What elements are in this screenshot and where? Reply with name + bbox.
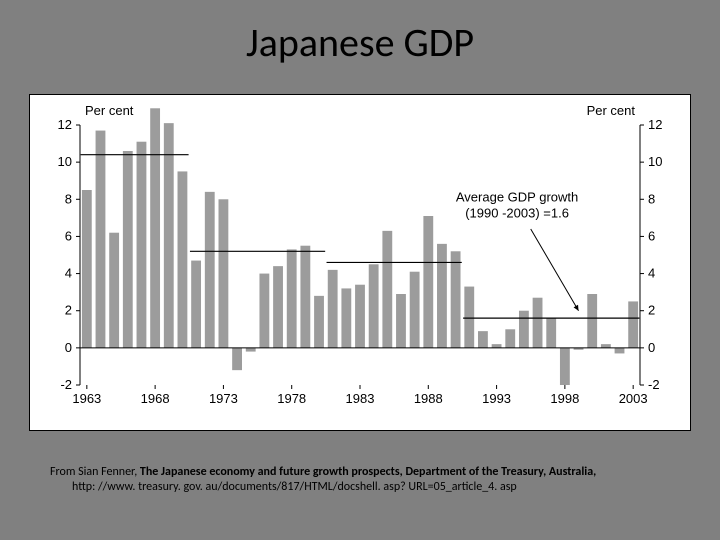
ytick-left: 0 [65,340,72,355]
source-citation: From Sian Fenner, The Japanese economy a… [50,465,670,495]
ytick-right: 2 [648,303,655,318]
bar [328,270,338,348]
bar [341,288,351,347]
bar [150,108,160,348]
ytick-right: 0 [648,340,655,355]
bar [382,231,392,348]
bar [601,344,611,348]
bar [615,348,625,354]
bar [410,272,420,348]
ytick-left: -2 [60,377,72,392]
bar [560,348,570,385]
xtick: 1993 [482,391,511,406]
bar [492,344,502,348]
ytick-right: 12 [648,117,662,132]
xtick: 1988 [414,391,443,406]
bar [519,311,529,348]
annotation-line2: (1990 -2003) =1.6 [465,205,569,220]
ytick-right: 6 [648,228,655,243]
bar [355,285,365,348]
gdp-chart: -2 -2 0 0 2 2 4 4 6 6 8 8 10 10 12 12 1963 1968 1973 1978 19… [30,95,690,430]
xtick: 1968 [141,391,170,406]
bar [246,348,256,352]
bar [314,296,324,348]
bar [109,233,119,348]
xtick: 1963 [72,391,101,406]
ytick-left: 8 [65,191,72,206]
bar [546,318,556,348]
bar [287,249,297,347]
bar [164,123,174,348]
source-bold: The Japanese economy and future growth p… [140,465,596,479]
ytick-right: 8 [648,191,655,206]
xtick: 1983 [346,391,375,406]
y-label-left: Per cent [85,103,134,118]
bar [587,294,597,348]
bar [96,131,106,348]
xtick: 2003 [619,391,648,406]
bar [505,329,515,348]
ytick-left: 12 [58,117,72,132]
xtick: 1973 [209,391,238,406]
ytick-right: -2 [648,377,660,392]
bar [396,294,406,348]
ytick-right: 4 [648,266,655,281]
xtick: 1998 [550,391,579,406]
ytick-left: 2 [65,303,72,318]
annotation-line1: Average GDP growth [456,189,578,204]
bar [191,261,201,348]
bar [451,251,461,348]
bar [123,151,133,348]
bar [478,331,488,348]
bar [628,301,638,347]
bar [205,192,215,348]
bar [232,348,242,370]
slide-title: Japanese GDP [0,18,720,67]
bar [464,287,474,348]
bar [273,266,283,348]
bar [533,298,543,348]
source-lead: From Sian Fenner, [50,465,140,479]
ytick-left: 4 [65,266,72,281]
ytick-left: 10 [58,154,72,169]
bar [437,244,447,348]
bar [369,264,379,348]
bar [82,190,92,348]
bar [178,171,188,347]
bar [219,199,229,348]
bar [300,246,310,348]
y-label-right: Per cent [587,103,636,118]
bar [259,274,269,348]
source-url: http: //www. treasury. gov. au/documents… [50,480,670,495]
xtick: 1978 [277,391,306,406]
ytick-left: 6 [65,228,72,243]
ytick-right: 10 [648,154,662,169]
bar [137,142,147,348]
bar [423,216,433,348]
